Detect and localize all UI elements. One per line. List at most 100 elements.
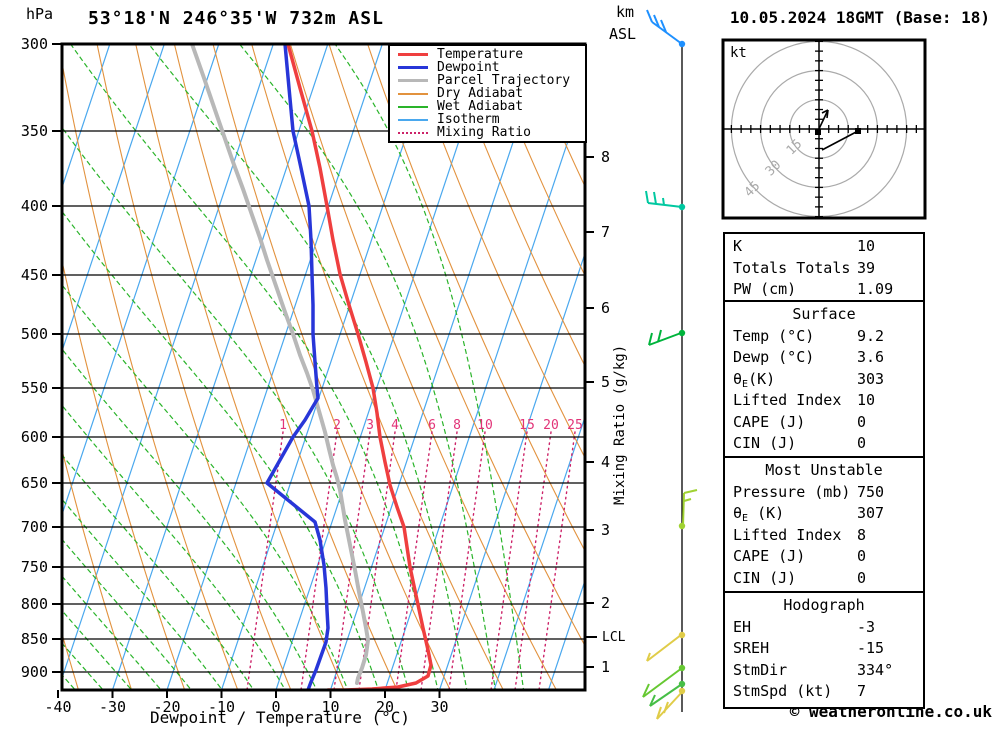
wind-barb-stroke (646, 634, 682, 662)
pressure-tick-label: 500 (21, 325, 48, 343)
panel-row-value: 334° (857, 660, 894, 679)
wind-barb-dot (678, 40, 686, 48)
panel-row-value: 0 (857, 434, 867, 452)
panel-row-label: Dewp (°C) (733, 348, 815, 366)
wet-adiabat-line (62, 538, 192, 690)
panel-row: CIN (J) 0 (725, 568, 923, 590)
legend-item: Temperature (390, 48, 585, 61)
wind-barb-stroke (683, 489, 698, 494)
isotherm-line (0, 44, 55, 690)
panel-row-value: 307 (857, 504, 885, 522)
legend-sample-line (398, 53, 428, 56)
isotherm-line (62, 44, 111, 190)
temp-tick-label: 10 (321, 698, 339, 716)
panel-row: StmDir 334° (725, 660, 923, 682)
panel-row-label: Pressure (mb) (733, 482, 851, 501)
wind-barb-stroke (656, 706, 662, 720)
wind-barb-stroke (683, 498, 692, 502)
panel-row-value: 7 (857, 682, 867, 700)
km-tick-label: 2 (601, 594, 610, 612)
isotherm-line (275, 44, 492, 690)
panel-row-value: 303 (857, 369, 885, 388)
isotherm-line (166, 44, 383, 690)
km-tick-label: 6 (601, 299, 610, 317)
wind-barb (646, 9, 686, 48)
legend-item: Parcel Trajectory (390, 74, 585, 87)
wet-adiabat-line (70, 44, 439, 690)
legend-item-label: Dewpoint (437, 60, 500, 75)
wind-barb-stroke (663, 701, 669, 714)
pressure-axis-unit: hPa (26, 5, 54, 23)
plot-area-lines: 1 2 3 4 6 8 10 15 20 25 (0, 44, 585, 701)
isotherm-line (329, 44, 547, 690)
legend-item-label: Temperature (437, 47, 524, 62)
pressure-tick-label: 850 (21, 630, 48, 648)
dry-adiabat-line (173, 44, 398, 690)
wind-barb-dot (678, 687, 686, 695)
panel-section: Hodograph EH -3 SREH -15 StmDir 334° StmSpd (kt… (723, 591, 925, 709)
legend-item: Wet Adiabat (390, 100, 585, 113)
wet-adiabat-line (62, 126, 410, 690)
isotherm-line (384, 88, 585, 690)
temp-tick-label: 0 (271, 698, 280, 716)
legend-item-label: Wet Adiabat (437, 99, 524, 114)
isotherm-line (62, 44, 274, 680)
pressure-tick-label: 400 (21, 197, 48, 215)
legend-sample-line (398, 105, 428, 108)
mixing-ratio-label: 25 (567, 418, 583, 433)
panel-section-header: Surface (792, 305, 856, 323)
pressure-tick-label: 450 (21, 266, 48, 284)
altitude-axis-unit-asl: ASL (609, 25, 637, 43)
mixing-ratio-label: 2 (333, 418, 341, 433)
wind-barb (646, 631, 686, 662)
legend-sample-line (398, 92, 428, 95)
wet-adiabat-line (62, 404, 286, 690)
mixing-ratio-line (448, 431, 486, 690)
temp-tick-label: -30 (99, 698, 126, 716)
hodograph-border (721, 38, 927, 220)
panel-row-label: θE (K) (733, 504, 785, 524)
wet-adiabat-line (0, 44, 4, 701)
wind-barb (645, 190, 686, 211)
wind-barb (649, 680, 686, 707)
panel-row-label: CAPE (J) (733, 412, 806, 431)
hodograph-center-marker (815, 129, 821, 135)
wet-adiabat-line (238, 44, 496, 690)
dry-adiabat-line (62, 258, 186, 690)
wind-barb-stroke (656, 690, 684, 720)
mixing-ratio-axis-title: Mixing Ratio (g/kg) (612, 344, 628, 506)
legend-sample-line (398, 118, 428, 121)
wind-barb-stroke (642, 667, 683, 698)
wet-adiabat-line (62, 283, 349, 690)
panel-row-label: θE(K) (733, 369, 776, 390)
wind-barb-stroke (660, 19, 667, 33)
hodograph-ring-label: 30 (763, 158, 785, 180)
legend-item-label: Dry Adiabat (437, 86, 524, 101)
dry-adiabat-line (328, 44, 585, 647)
pressure-tick-label: 300 (21, 35, 48, 53)
km-tick-label: 4 (601, 453, 610, 471)
legend-item-label: Parcel Trajectory (437, 73, 571, 88)
wind-barb-dot (678, 631, 686, 639)
x-axis-title: Dewpoint / Temperature (°C) (149, 708, 411, 727)
dry-adiabat-line (482, 44, 585, 277)
run-datetime: 10.05.2024 18GMT (Base: 18) (729, 8, 990, 27)
wet-adiabat-line (62, 348, 318, 690)
panel-row-value: 10 (857, 237, 876, 255)
panel-section: Surface Temp (°C) 9.2 Dewp (°C) 3.6 θE(K) 303 L… (723, 300, 925, 464)
mixing-ratio-label: 10 (477, 418, 493, 433)
km-tick-label: 1 (601, 658, 610, 676)
panel-row: SREH -15 (725, 638, 923, 660)
pressure-tick-label: 350 (21, 122, 48, 140)
temp-tick-label: 20 (376, 698, 394, 716)
wind-barb-dot (678, 522, 686, 530)
dewpoint-curve (265, 44, 330, 690)
mixing-ratio-label: 15 (519, 418, 535, 433)
panel-row-value: 9.2 (857, 326, 885, 345)
dry-adiabat-line (367, 44, 585, 553)
dry-adiabat-line (62, 447, 133, 690)
wind-barb-stroke (682, 492, 685, 527)
wind-barb-stroke (642, 683, 650, 698)
